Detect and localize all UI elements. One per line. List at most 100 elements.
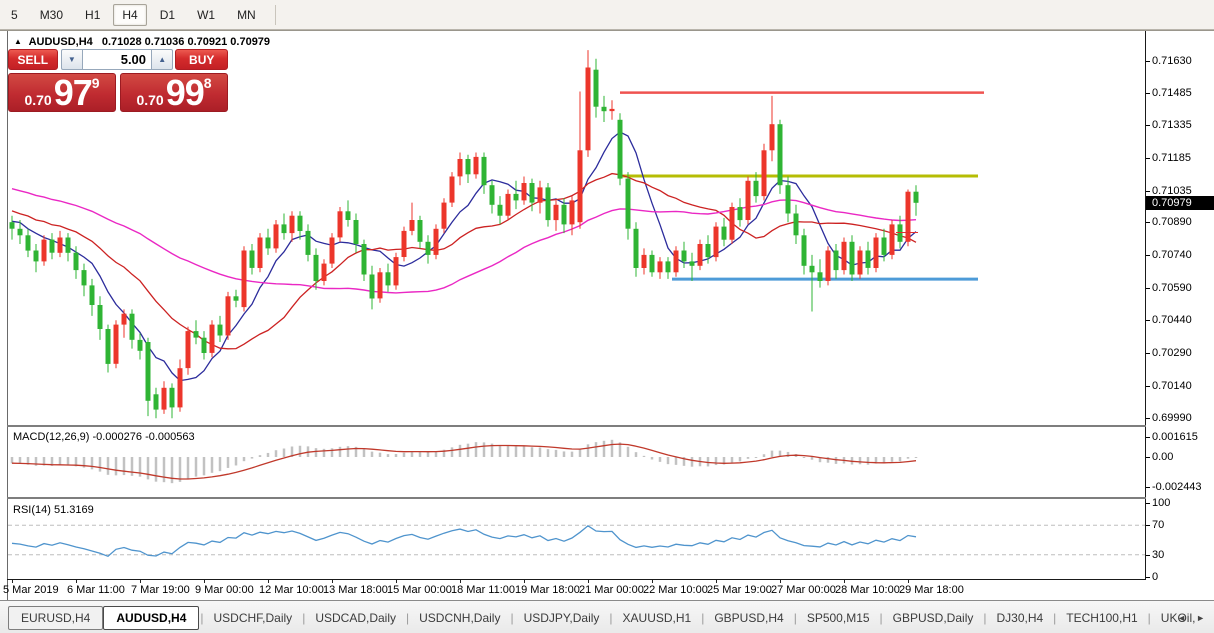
buy-button[interactable]: BUY: [175, 49, 228, 70]
candle-body: [313, 254, 319, 281]
candle-body: [609, 108, 615, 112]
volume-decrease-button[interactable]: ▼: [60, 49, 84, 70]
chart-tab-eurusd-h4[interactable]: EURUSD,H4: [8, 605, 104, 630]
candle-body: [193, 331, 199, 338]
macd-indicator-pane[interactable]: [0, 427, 1145, 497]
candle-body: [881, 237, 887, 255]
price-tick-label: 0.70890: [1152, 216, 1192, 228]
chart-tab-gbpusd-h4[interactable]: GBPUSD,H4: [714, 610, 784, 625]
macd-histogram-bar: [554, 449, 558, 457]
chart-tab-usdjpy-daily[interactable]: USDJPY,Daily: [523, 610, 600, 625]
timeframe-button-h1[interactable]: H1: [85, 7, 101, 22]
macd-histogram-bar: [354, 446, 358, 457]
macd-histogram-bar: [90, 457, 94, 470]
candle-body: [137, 339, 143, 351]
chart-tab-xauusd-h1[interactable]: XAUUSD,H1: [622, 610, 692, 625]
chart-window-top-border: [0, 30, 1214, 31]
tab-scroll-left-icon[interactable]: ◄: [1177, 612, 1187, 623]
macd-histogram-bar: [234, 457, 238, 466]
candle-body: [913, 191, 919, 203]
chart-tab-gbpusd-daily[interactable]: GBPUSD,Daily: [892, 610, 974, 625]
candle-body: [585, 67, 591, 151]
candle-body: [673, 250, 679, 273]
rsi-indicator-pane[interactable]: [0, 500, 1145, 578]
candle-body: [273, 224, 279, 249]
time-tick: [652, 580, 653, 583]
candle-body: [705, 244, 711, 258]
macd-histogram-bar: [386, 454, 390, 457]
time-axis-label: 5 Mar 2019: [3, 584, 59, 596]
macd-histogram-bar: [906, 457, 910, 459]
macd-histogram-bar: [290, 446, 294, 457]
candle-body: [305, 230, 311, 255]
candle-body: [553, 204, 559, 221]
buy-price-quote[interactable]: 0.70 99 8: [120, 73, 228, 112]
chart-tab-usdcnh-daily[interactable]: USDCNH,Daily: [419, 610, 501, 625]
timeframe-button-5[interactable]: 5: [11, 7, 18, 22]
chart-tab-tech100-h1[interactable]: TECH100,H1: [1066, 610, 1138, 625]
candle-body: [865, 250, 871, 268]
time-tick: [716, 580, 717, 583]
candle-body: [177, 368, 183, 408]
macd-histogram-bar: [186, 457, 190, 479]
volume-input[interactable]: [83, 49, 152, 70]
candle-body: [849, 241, 855, 275]
timeframe-button-h4[interactable]: H4: [113, 3, 147, 26]
macd-histogram-bar: [898, 457, 902, 462]
candle-body: [617, 119, 623, 179]
chart-tab-ukoil-[interactable]: UKOil,: [1160, 610, 1196, 625]
macd-histogram-bar: [602, 440, 606, 457]
candle-body: [753, 180, 759, 197]
macd-histogram-bar: [690, 457, 694, 467]
macd-histogram-bar: [762, 454, 766, 457]
macd-histogram-bar: [434, 451, 438, 457]
time-tick: [76, 580, 77, 583]
macd-histogram-bar: [802, 457, 806, 458]
up-triangle-icon: ▲: [14, 37, 22, 46]
chart-tab-sp500-m15[interactable]: SP500,M15: [806, 610, 870, 625]
chart-tab-dj30-h4[interactable]: DJ30,H4: [996, 610, 1044, 625]
tab-separator: |: [701, 610, 705, 625]
rsi-tick: [1146, 503, 1150, 504]
tab-scroll-right-icon[interactable]: ►: [1196, 612, 1205, 623]
timeframe-button-w1[interactable]: W1: [197, 7, 216, 22]
sell-price-quote[interactable]: 0.70 97 9: [8, 73, 116, 112]
macd-histogram-bar: [74, 457, 78, 467]
time-axis-label: 13 Mar 18:00: [323, 584, 388, 596]
chart-symbol-period: AUDUSD,H4: [28, 36, 93, 48]
macd-histogram-bar: [282, 448, 286, 457]
candle-body: [465, 159, 471, 175]
chart-tab-audusd-h4[interactable]: AUDUSD,H4: [103, 605, 200, 630]
chart-tab-usdchf-daily[interactable]: USDCHF,Daily: [213, 610, 293, 625]
candle-body: [625, 178, 631, 229]
volume-increase-button[interactable]: ▲: [151, 49, 174, 70]
macd-histogram-bar: [82, 457, 86, 468]
candle-body: [681, 250, 687, 262]
macd-tick-label: 0.00: [1152, 451, 1174, 463]
macd-histogram-bar: [746, 457, 750, 459]
candle-body: [201, 337, 207, 353]
main-price-chart[interactable]: [0, 31, 1145, 425]
candle-body: [449, 176, 455, 203]
macd-histogram-bar: [482, 442, 486, 457]
candle-body: [841, 241, 847, 271]
timeframe-toolbar: 5 M30 H1 H4 D1 W1 MN: [0, 0, 1214, 30]
sell-button[interactable]: SELL: [8, 49, 58, 70]
price-tick-label: 0.70440: [1152, 314, 1192, 326]
chart-tab-usdcad-daily[interactable]: USDCAD,Daily: [315, 610, 396, 625]
price-tick-label: 0.70290: [1152, 347, 1192, 359]
timeframe-button-m30[interactable]: M30: [39, 7, 64, 22]
timeframe-button-mn[interactable]: MN: [237, 7, 256, 22]
candle-body: [249, 250, 255, 268]
macd-histogram-bar: [570, 451, 574, 457]
macd-histogram-bar: [66, 457, 70, 466]
rsi-tick: [1146, 525, 1150, 526]
candle-body: [713, 226, 719, 258]
timeframe-button-d1[interactable]: D1: [159, 7, 176, 22]
rsi-pane-separator[interactable]: [7, 497, 1146, 499]
macd-tick-label: 0.001615: [1152, 431, 1198, 443]
macd-pane-separator[interactable]: [7, 425, 1146, 427]
candle-body: [513, 193, 519, 201]
macd-histogram-bar: [826, 457, 830, 463]
